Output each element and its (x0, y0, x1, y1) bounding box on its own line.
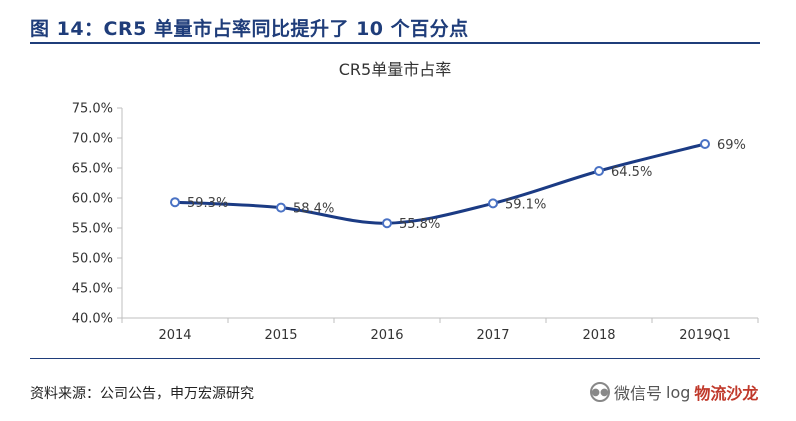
y-tick-label: 50.0% (72, 252, 113, 267)
line-chart: CR5单量市占率 40.0% 45.0% 50.0% 55.0% 60.0% 65.0% 7… (72, 60, 759, 343)
watermark-brand: 物流沙龙 (694, 384, 759, 403)
data-point (276, 202, 286, 213)
source-divider (30, 358, 760, 359)
x-tick-label: 2016 (370, 328, 403, 343)
watermark: ●● 微信号 log 物流沙龙 (590, 375, 790, 409)
data-point (382, 218, 392, 229)
x-tick-label: 2017 (476, 328, 509, 343)
x-tick-label: 2018 (582, 328, 615, 343)
y-tick-label: 70.0% (72, 132, 113, 147)
x-tick-label: 2014 (158, 328, 191, 343)
wechat-icon: ●● (590, 382, 610, 402)
watermark-label: 微信号 (614, 384, 663, 403)
source-note: 资料来源：公司公告，申万宏源研究 (30, 386, 254, 402)
data-point (594, 166, 604, 176)
x-tick-label: 2019Q1 (679, 328, 731, 343)
chart-title: CR5单量市占率 (339, 60, 451, 79)
y-tick-label: 45.0% (72, 282, 113, 297)
y-tick-label: 65.0% (72, 162, 113, 177)
y-tick-label: 60.0% (72, 192, 113, 207)
watermark-handle: log (666, 382, 691, 402)
data-label: 55.8% (399, 217, 440, 232)
data-label: 64.5% (611, 165, 652, 180)
data-point (700, 139, 710, 149)
data-label: 59.1% (505, 197, 546, 212)
x-tick-label: 2015 (264, 328, 297, 343)
series-line (174, 142, 706, 225)
data-label: 69% (717, 138, 746, 153)
data-label: 59.3% (187, 196, 228, 211)
title-divider (30, 42, 760, 44)
data-point (170, 197, 180, 208)
data-label: 58.4% (293, 202, 334, 217)
y-tick-label: 55.0% (72, 222, 113, 237)
figure-title: 图 14：CR5 单量市占率同比提升了 10 个百分点 (30, 18, 469, 40)
data-point (488, 198, 498, 209)
y-tick-label: 40.0% (72, 312, 113, 327)
y-tick-label: 75.0% (72, 102, 113, 117)
